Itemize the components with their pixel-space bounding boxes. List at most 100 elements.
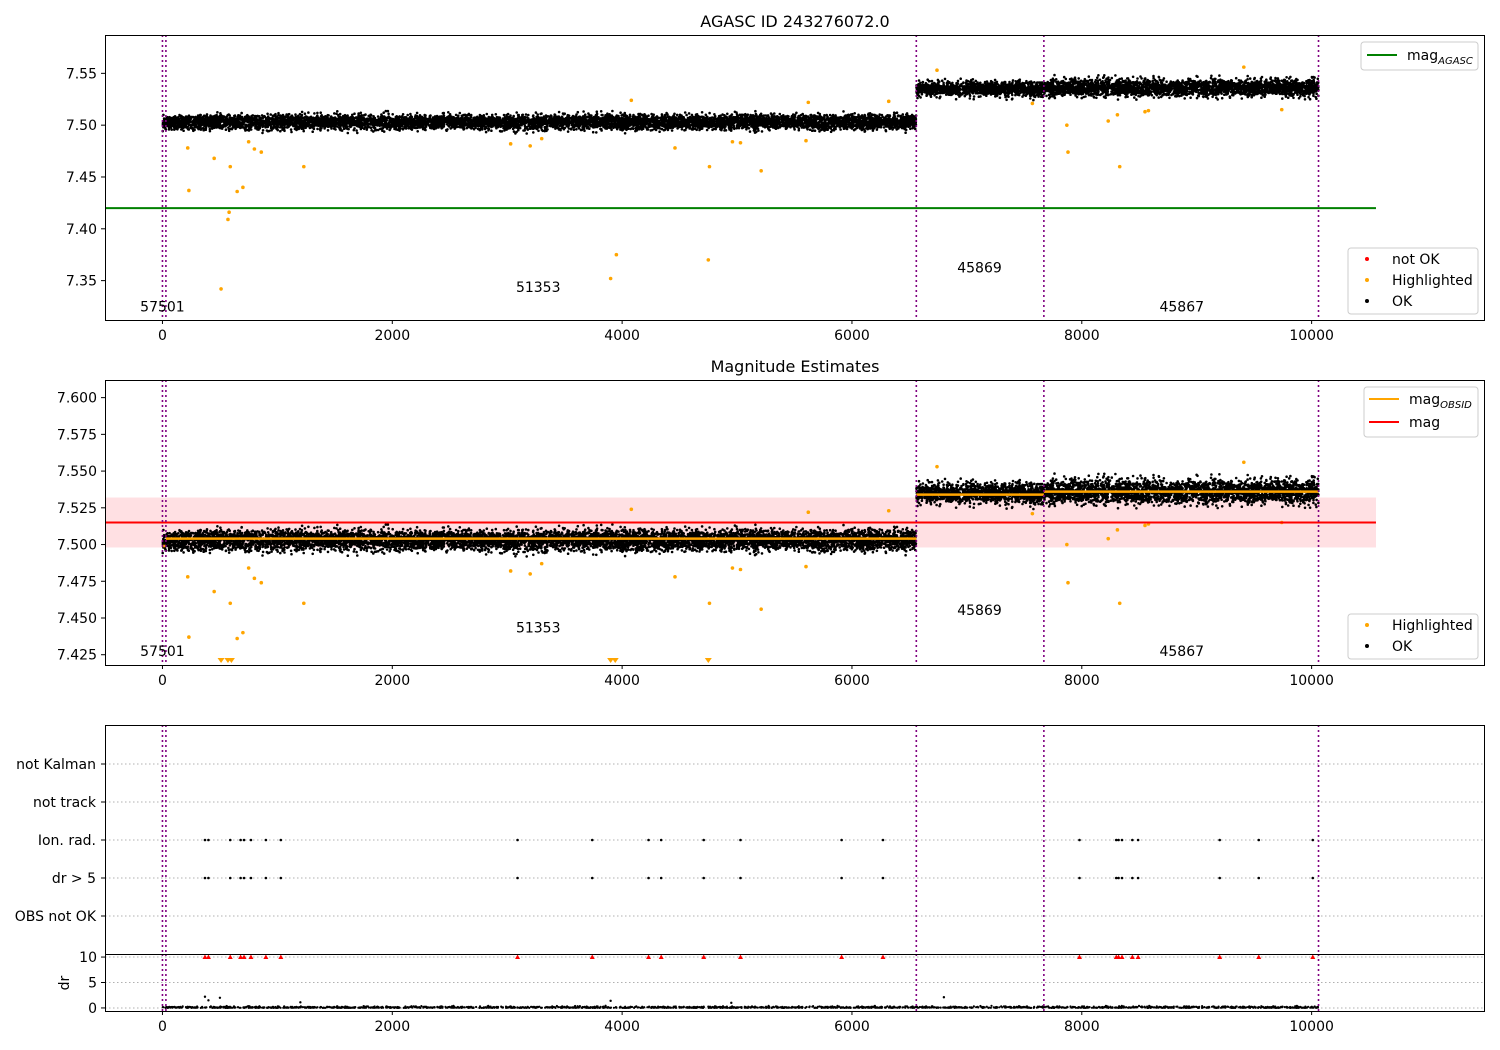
y-tick-label: 7.475 [57, 574, 97, 590]
flag-point [739, 838, 742, 842]
highlighted-point [608, 276, 613, 281]
obsid-annotation: 45869 [957, 260, 1002, 276]
highlighted-point [259, 580, 264, 585]
highlighted-point [235, 636, 239, 641]
flag-point [659, 838, 663, 842]
flag-point [647, 876, 650, 880]
dr-clipped-marker [248, 954, 254, 960]
flag-point [840, 876, 843, 880]
highlighted-point [629, 507, 634, 512]
dr-clipped-marker [880, 954, 886, 960]
agasc-magnitude-panel: AGASC ID 243276072.0 57501 51353 45869 4586… [66, 12, 1485, 344]
flag-point [516, 838, 519, 842]
x-tick-label: 4000 [604, 1019, 640, 1035]
highlighted-point [1279, 107, 1284, 112]
x-tick-label: 0 [158, 673, 167, 689]
flag-point [659, 876, 663, 880]
flag-point [590, 838, 594, 842]
highlighted-point [1115, 528, 1120, 532]
dr-outlier-point [609, 999, 612, 1003]
flag-point [1131, 838, 1134, 842]
highlighted-point [252, 147, 257, 151]
legend-label: OK [1392, 294, 1413, 310]
dr-clipped-marker [238, 954, 244, 960]
obsid-annotation: 57501 [140, 300, 185, 316]
highlighted-point [246, 566, 251, 570]
panel2-title: Magnitude Estimates [711, 357, 880, 376]
y-tick-label: 7.450 [57, 611, 97, 627]
legend-label: not OK [1392, 252, 1440, 268]
offscale-highlighted-marker [611, 658, 619, 663]
highlighted-point [614, 252, 619, 257]
flag-point [1257, 838, 1261, 842]
flag-point [1078, 838, 1081, 842]
x-tick-label: 0 [158, 328, 167, 344]
x-tick-label: 8000 [1064, 1019, 1100, 1035]
panel4-axes: 0 2000 4000 6000 8000 10000 0 5 10 [79, 950, 1334, 1035]
highlighted-point [1066, 580, 1070, 585]
highlighted-point [935, 68, 939, 73]
flag-point [1131, 876, 1134, 880]
offscale-highlighted-marker [217, 658, 225, 663]
dr-clipped-marker [658, 954, 664, 960]
panel1-legend-agasc: magAGASC [1360, 41, 1479, 71]
y-tick-label: 5 [88, 976, 97, 992]
highlighted-point [886, 99, 891, 104]
flag-point [203, 838, 207, 842]
highlighted-point [806, 100, 811, 105]
flag-point [239, 838, 242, 842]
dr-clipped-marker [1310, 954, 1316, 960]
flag-point [264, 876, 268, 880]
obsid-annotation: 45867 [1159, 644, 1204, 660]
flag-point [1218, 838, 1221, 842]
highlighted-point [185, 575, 190, 579]
panel3-marks [105, 725, 1484, 954]
highlighted-point [804, 138, 808, 143]
highlighted-point [1066, 150, 1070, 154]
flag-point [242, 838, 246, 842]
x-tick-label: 8000 [1064, 328, 1100, 344]
highlighted-point [508, 142, 513, 146]
highlighted-point [1115, 113, 1120, 117]
dr-outlier-point [218, 996, 222, 999]
panel1-axes: 0 2000 4000 6000 8000 10000 7.35 7.40 7.45 7.50 7.… [66, 66, 1334, 344]
legend-point-swatch [1365, 257, 1369, 261]
highlighted-point [1242, 460, 1246, 465]
y-tick-label: 7.600 [57, 391, 97, 407]
dr-clipped-marker [205, 954, 211, 960]
flag-point [1311, 838, 1315, 842]
panel1-marks: 57501 51353 45869 45867 [105, 35, 1376, 320]
dr-clipped-marker [1256, 954, 1262, 960]
ok-points-cloud [161, 73, 1320, 135]
flag-category-label: not track [33, 795, 97, 811]
flag-point [1136, 838, 1140, 842]
panel3-axes: not Kalman not track Ion. rad. dr > 5 OBS no… [15, 757, 105, 925]
x-tick-label: 6000 [834, 328, 870, 344]
dr-clipped-marker [1129, 954, 1135, 960]
flag-point [1136, 876, 1140, 880]
legend-label: Highlighted [1392, 273, 1473, 289]
highlighted-point [1143, 523, 1147, 528]
highlighted-point [1117, 601, 1122, 606]
highlighted-point [806, 510, 811, 515]
legend-label: OK [1392, 639, 1413, 655]
offscale-highlighted-marker [607, 658, 615, 663]
x-tick-label: 2000 [374, 673, 410, 689]
highlighted-point [730, 139, 735, 144]
highlighted-point [246, 139, 251, 144]
highlighted-point [1065, 123, 1069, 127]
panel4-ylabel: dr [57, 975, 73, 990]
legend-point-swatch [1365, 623, 1369, 627]
offscale-highlighted-marker [227, 658, 235, 663]
highlighted-point [241, 630, 245, 635]
highlighted-point [302, 164, 306, 169]
highlighted-point [629, 98, 634, 103]
highlighted-point [219, 287, 223, 291]
legend-label: Highlighted [1392, 618, 1473, 634]
flag-point [1120, 876, 1124, 880]
flag-point [1218, 876, 1221, 880]
panel1-title: AGASC ID 243276072.0 [700, 12, 889, 31]
dr-clipped-marker [241, 954, 247, 960]
dr-clipped-marker [1135, 954, 1141, 960]
